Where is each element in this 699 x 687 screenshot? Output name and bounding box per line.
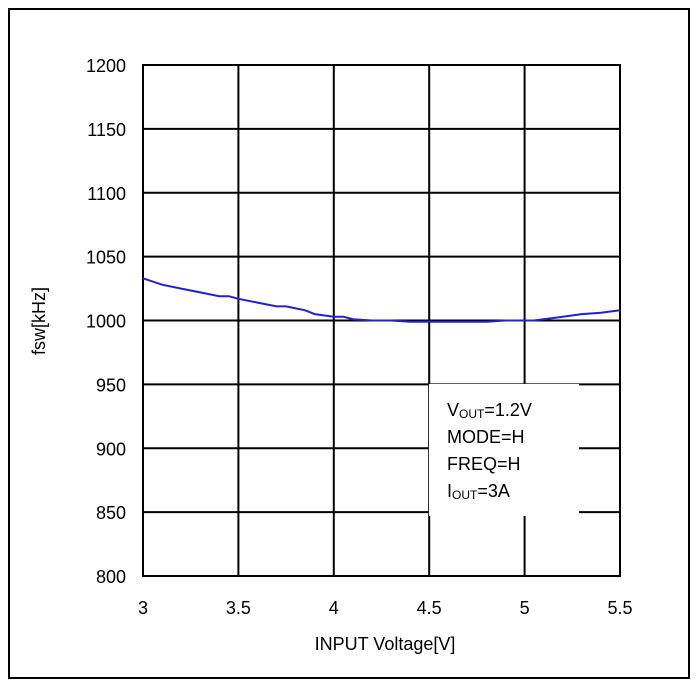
y-tick-label: 800: [96, 567, 126, 587]
x-tick-label: 5.5: [607, 598, 632, 618]
x-tick-label: 4.5: [417, 598, 442, 618]
y-axis-title: fsw[kHz]: [29, 287, 49, 355]
x-axis-title: INPUT Voltage[V]: [315, 634, 456, 654]
outer-frame: [8, 8, 690, 679]
annotation-box: VOUT=1.2V MODE=H FREQ=H IOUT=3A: [429, 384, 579, 516]
x-tick-label: 3: [138, 598, 148, 618]
y-tick-label: 1050: [86, 248, 126, 268]
plot-area-border: [142, 64, 621, 577]
y-tick-labels: 800 850 900 950 1000 1050 1100 1150 1200: [86, 56, 126, 587]
y-tick-label: 1150: [87, 120, 126, 140]
annotation-background: [429, 384, 579, 516]
series-layer: [142, 277, 621, 323]
annotation-line-mode: MODE=H: [447, 427, 525, 447]
y-tick-label: 850: [96, 503, 126, 523]
series-line: [142, 277, 621, 323]
x-tick-label: 3.5: [226, 598, 251, 618]
annotation-line-vout: VOUT=1.2V: [447, 400, 532, 421]
x-tick-label: 4: [329, 598, 339, 618]
x-tick-label: 5: [520, 598, 530, 618]
annotation-line-freq: FREQ=H: [447, 454, 521, 474]
x-tick-labels: 3 3.5 4 4.5 5 5.5: [138, 598, 633, 618]
annotation-line-iout: IOUT=3A: [447, 481, 510, 502]
y-tick-label: 1100: [87, 184, 126, 204]
y-tick-label: 950: [96, 375, 126, 395]
y-tick-label: 1200: [86, 56, 126, 76]
y-tick-label: 900: [96, 439, 126, 459]
y-tick-label: 1000: [86, 312, 126, 332]
